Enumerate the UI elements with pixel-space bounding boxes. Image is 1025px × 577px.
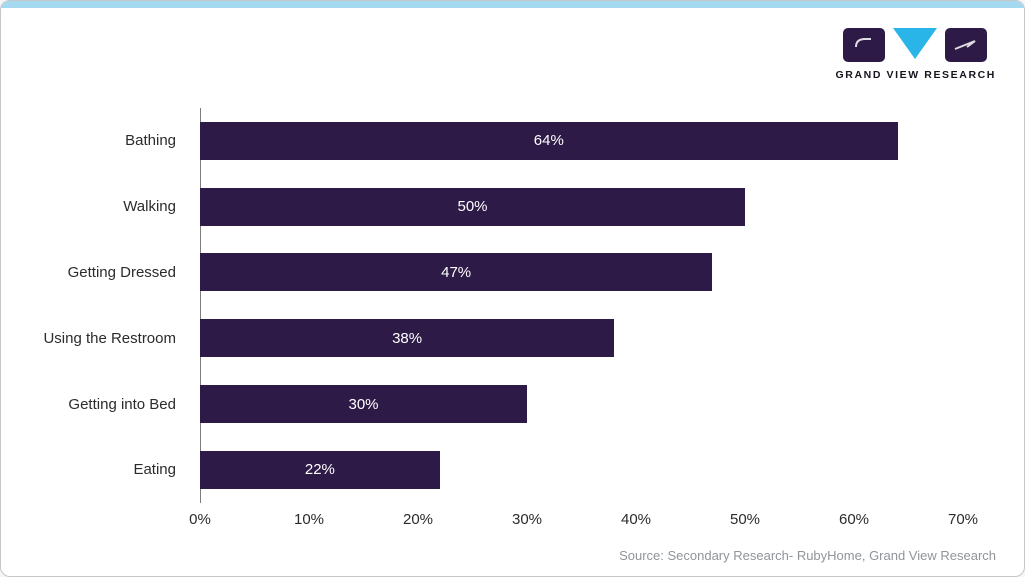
x-tick-label: 10% xyxy=(293,510,325,528)
category-label: Eating xyxy=(133,461,176,479)
bar-row: Getting Dressed 47% xyxy=(1,240,1024,306)
bar: 38% xyxy=(200,319,615,358)
category-label: Walking xyxy=(123,198,176,216)
bar-row: Bathing 64% xyxy=(1,108,1024,174)
x-tick-label: 60% xyxy=(838,510,870,528)
bar-track: 30% xyxy=(200,385,963,424)
x-tick-label: 30% xyxy=(511,510,543,528)
bar: 30% xyxy=(200,385,527,424)
brand-name: GRAND VIEW RESEARCH xyxy=(835,69,996,81)
bar-value-label: 64% xyxy=(533,132,564,150)
y-axis-line xyxy=(200,108,201,503)
category-label: Using the Restroom xyxy=(43,329,176,347)
grand-view-research-logo-icon xyxy=(842,28,987,62)
bar-row: Eating 22% xyxy=(1,437,1024,503)
top-accent-bar xyxy=(1,1,1024,8)
category-label: Getting Dressed xyxy=(67,263,176,281)
bar: 64% xyxy=(200,121,898,160)
bar-row: Walking 50% xyxy=(1,174,1024,240)
bar-row: Getting into Bed 30% xyxy=(1,371,1024,437)
x-tick-label: 70% xyxy=(947,510,979,528)
bar: 50% xyxy=(200,187,745,226)
bar-value-label: 50% xyxy=(457,198,488,216)
x-tick-label: 0% xyxy=(189,510,211,528)
bar: 47% xyxy=(200,253,713,292)
bar-track: 64% xyxy=(200,121,963,160)
bar-value-label: 38% xyxy=(392,329,423,347)
bar-row: Using the Restroom 38% xyxy=(1,305,1024,371)
source-note: Source: Secondary Research- RubyHome, Gr… xyxy=(619,548,996,563)
brand-logo: GRAND VIEW RESEARCH xyxy=(836,27,997,81)
bar-track: 22% xyxy=(200,450,963,489)
bar-value-label: 47% xyxy=(441,263,472,281)
bar: 22% xyxy=(200,450,440,489)
plot-area: Bathing 64% Walking 50% Getting Dressed 47% Us… xyxy=(1,108,1024,503)
x-tick-label: 40% xyxy=(620,510,652,528)
bar-track: 47% xyxy=(200,253,963,292)
category-label: Getting into Bed xyxy=(68,395,176,413)
x-tick-label: 50% xyxy=(729,510,761,528)
bar-track: 50% xyxy=(200,187,963,226)
bar-chart: Bathing 64% Walking 50% Getting Dressed 47% Us… xyxy=(1,108,1024,533)
category-label: Bathing xyxy=(125,132,176,150)
x-axis-ticks: 0% 10% 20% 30% 40% 50% 60% 70% xyxy=(189,510,978,533)
bar-track: 38% xyxy=(200,319,963,358)
bar-rows: Bathing 64% Walking 50% Getting Dressed 47% Us… xyxy=(1,108,1024,503)
x-tick-label: 20% xyxy=(402,510,434,528)
bar-value-label: 30% xyxy=(348,395,379,413)
bar-value-label: 22% xyxy=(304,461,335,479)
